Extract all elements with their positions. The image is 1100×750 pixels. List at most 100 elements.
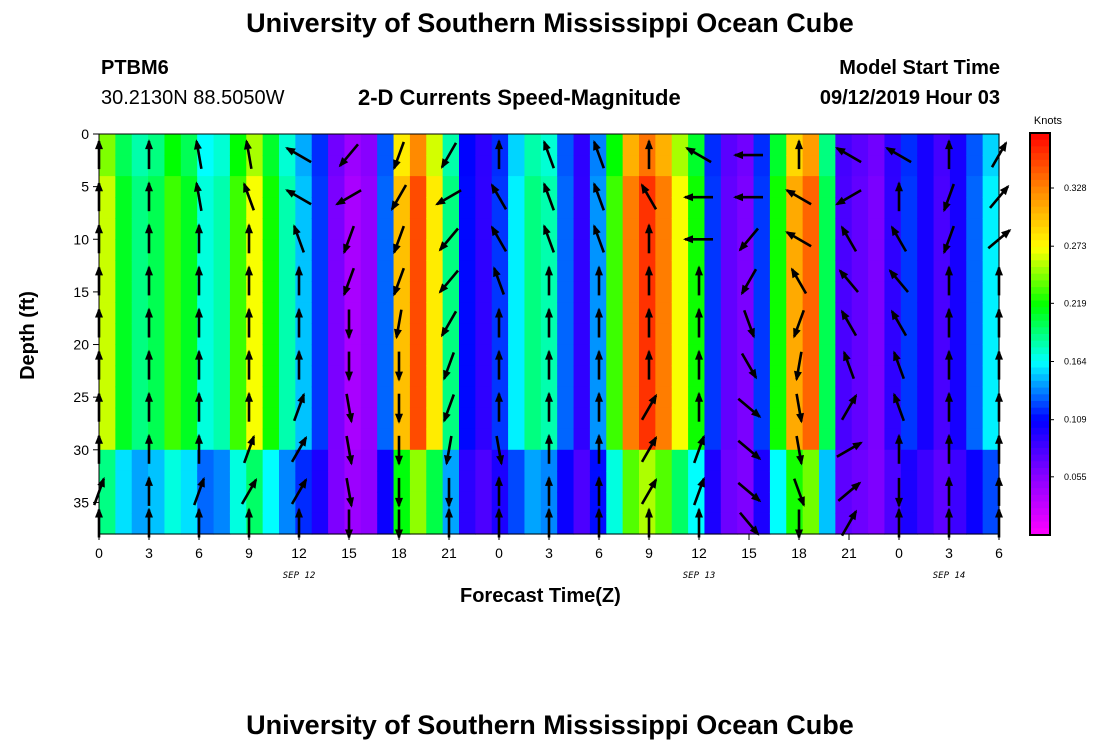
heatmap-cell bbox=[197, 344, 215, 367]
current-vector-arrow bbox=[195, 265, 203, 296]
heatmap-cell bbox=[360, 155, 378, 177]
heatmap-cell bbox=[639, 407, 656, 430]
heatmap-cell bbox=[982, 281, 1000, 304]
heatmap-cell bbox=[573, 491, 591, 514]
heatmap-cell bbox=[917, 155, 935, 177]
current-vector-arrow bbox=[145, 391, 153, 422]
heatmap-cell bbox=[115, 323, 133, 346]
current-vector-arrow bbox=[440, 142, 458, 169]
heatmap-cell bbox=[426, 134, 444, 156]
colorbar-swatch bbox=[1030, 521, 1050, 529]
heatmap-cell bbox=[229, 134, 247, 156]
heatmap-cell bbox=[459, 512, 476, 535]
current-vector-arrow bbox=[595, 349, 603, 380]
heatmap-cell bbox=[671, 365, 689, 388]
heatmap-cell bbox=[508, 407, 526, 430]
heatmap-cell bbox=[573, 449, 591, 472]
current-vector-arrow bbox=[737, 397, 762, 418]
current-vector-arrow bbox=[438, 227, 459, 252]
heatmap-cell bbox=[819, 155, 836, 177]
heatmap-cell bbox=[377, 302, 395, 325]
heatmap-cell bbox=[622, 302, 640, 325]
heatmap-cell bbox=[868, 491, 886, 514]
colorbar-swatch bbox=[1030, 367, 1050, 375]
current-vector-arrow bbox=[695, 307, 703, 338]
x-tick-label: 21 bbox=[441, 545, 457, 561]
heatmap-cell bbox=[213, 239, 231, 261]
heatmap-cell bbox=[966, 239, 984, 261]
current-vector-arrow bbox=[345, 393, 354, 424]
colorbar-swatch bbox=[1030, 474, 1050, 482]
heatmap-cell bbox=[720, 155, 738, 177]
heatmap-cell bbox=[966, 218, 984, 240]
heatmap-cell bbox=[246, 449, 264, 472]
heatmap-cell bbox=[131, 155, 149, 177]
heatmap-cell bbox=[720, 218, 738, 240]
heatmap-cell bbox=[197, 512, 215, 535]
current-vector-arrow bbox=[595, 307, 603, 338]
heatmap-cell bbox=[606, 218, 624, 240]
current-vector-arrow bbox=[945, 139, 953, 170]
heatmap-cell bbox=[213, 134, 231, 156]
current-vector-arrow bbox=[440, 310, 458, 338]
heatmap-cell bbox=[328, 491, 346, 514]
heatmap-cell bbox=[409, 260, 427, 282]
heatmap-cell bbox=[720, 260, 738, 282]
heatmap-cell bbox=[475, 344, 493, 367]
current-vector-arrow bbox=[733, 151, 763, 160]
x-tick-label: 3 bbox=[945, 545, 953, 561]
heatmap-cell bbox=[180, 134, 198, 156]
current-vector-arrow bbox=[738, 227, 759, 252]
heatmap-cell bbox=[409, 407, 427, 430]
heatmap-cell bbox=[360, 365, 378, 388]
heatmap-cell bbox=[688, 491, 706, 514]
heatmap-cell bbox=[524, 281, 542, 304]
heatmap-cell bbox=[688, 512, 706, 535]
heatmap-cell bbox=[982, 365, 1000, 388]
heatmap-cell bbox=[459, 197, 476, 219]
heatmap-cell bbox=[557, 512, 575, 535]
heatmap-cell bbox=[180, 260, 198, 282]
heatmap-cell bbox=[573, 239, 591, 261]
heatmap-cell bbox=[164, 365, 182, 388]
heatmap-cell bbox=[148, 302, 166, 325]
heatmap-cell bbox=[442, 260, 460, 282]
current-vector-arrow bbox=[945, 475, 953, 506]
heatmap-cell bbox=[933, 344, 951, 367]
heatmap-cell bbox=[557, 239, 575, 261]
current-vector-arrow bbox=[795, 393, 804, 424]
current-vector-arrow bbox=[792, 478, 806, 507]
heatmap-cell bbox=[180, 344, 198, 367]
heatmap-cell bbox=[148, 428, 166, 451]
heatmap-cell bbox=[377, 176, 395, 198]
heatmap-cell bbox=[229, 428, 247, 451]
heatmap-cell bbox=[475, 239, 493, 261]
heatmap-cell bbox=[704, 281, 722, 304]
heatmap-cell bbox=[131, 428, 149, 451]
colorbar-swatch bbox=[1030, 193, 1050, 201]
heatmap-cell bbox=[213, 365, 231, 388]
colorbar-swatch bbox=[1030, 488, 1050, 496]
heatmap-cell bbox=[606, 386, 624, 409]
current-vector-arrow bbox=[545, 507, 553, 538]
x-tick-label: 18 bbox=[391, 545, 407, 561]
heatmap-cell bbox=[819, 449, 836, 472]
heatmap-cell bbox=[655, 197, 673, 219]
current-vector-arrow bbox=[640, 183, 658, 210]
heatmap-cell bbox=[508, 134, 526, 156]
heatmap-cell bbox=[459, 428, 476, 451]
current-vector-arrow bbox=[395, 435, 403, 466]
heatmap-cell bbox=[442, 386, 460, 409]
heatmap-cell bbox=[246, 134, 264, 156]
heatmap-cell bbox=[180, 386, 198, 409]
heatmap-cell bbox=[819, 386, 836, 409]
heatmap-cell bbox=[164, 428, 182, 451]
heatmap-cell bbox=[377, 407, 395, 430]
heatmap-cell bbox=[982, 512, 1000, 535]
colorbar-unit-label: Knots bbox=[1034, 115, 1063, 127]
heatmap-cell bbox=[393, 449, 411, 472]
heatmap-cell bbox=[753, 323, 771, 346]
heatmap-cell bbox=[148, 260, 166, 282]
heatmap-cell bbox=[508, 512, 526, 535]
heatmap-cell bbox=[115, 365, 133, 388]
